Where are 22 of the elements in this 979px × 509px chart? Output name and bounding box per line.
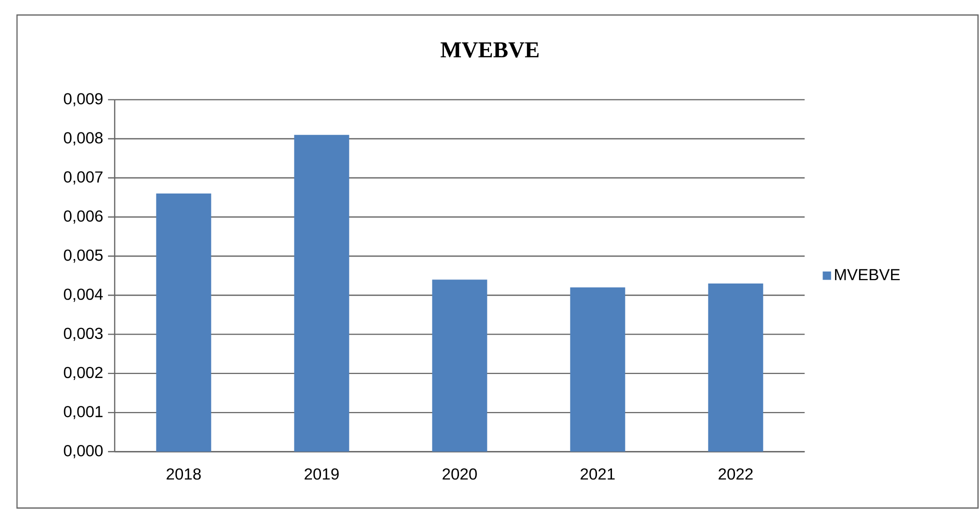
y-tick-label: 0,006 <box>64 210 103 224</box>
y-tick-label: 0,001 <box>64 406 103 420</box>
chart-title: MVEBVE <box>440 42 539 58</box>
y-tick-label: 0,008 <box>64 132 103 146</box>
bar <box>432 280 488 452</box>
y-tick-label: 0,009 <box>64 93 103 106</box>
bar <box>294 134 350 452</box>
x-tick-label: 2022 <box>718 468 753 480</box>
y-tick-label: 0,003 <box>64 328 103 341</box>
y-tick-label: 0,002 <box>64 366 102 380</box>
bar <box>156 194 212 452</box>
x-tick-label: 2021 <box>580 468 615 480</box>
x-tick-label: 2020 <box>442 468 477 480</box>
y-tick-label: 0,004 <box>64 288 103 302</box>
y-tick-label: 0,007 <box>64 171 102 184</box>
x-tick-label: 2018 <box>166 468 201 480</box>
bar <box>708 283 764 452</box>
bar <box>570 287 626 452</box>
y-tick-label: 0,000 <box>64 445 103 458</box>
legend-label: MVEBVE <box>835 269 900 280</box>
x-tick-label: 2019 <box>304 468 339 480</box>
y-tick-label: 0,005 <box>64 250 103 263</box>
